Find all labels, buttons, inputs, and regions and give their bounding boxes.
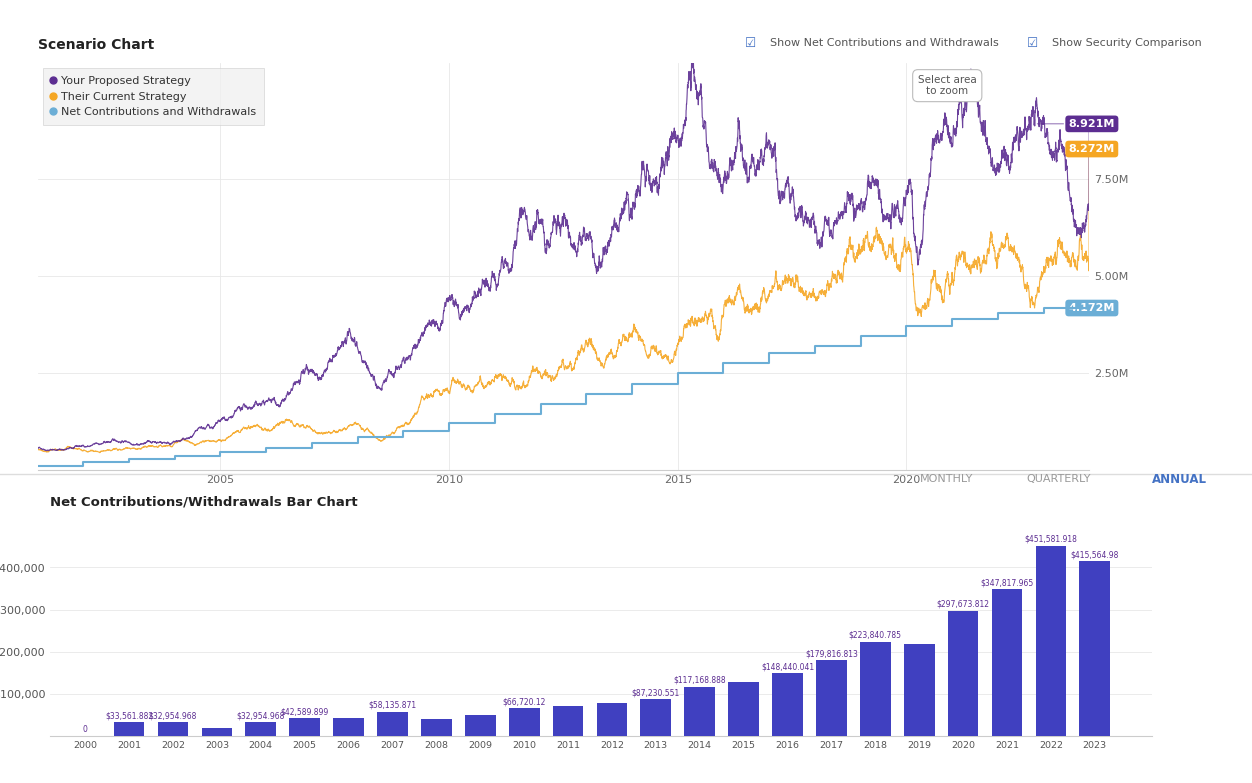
Bar <box>508 708 540 736</box>
Text: ANNUAL: ANNUAL <box>1152 473 1207 485</box>
Bar <box>289 718 321 736</box>
Bar <box>377 712 408 736</box>
Bar <box>860 641 890 736</box>
Bar <box>333 718 364 736</box>
Text: $32,954.968: $32,954.968 <box>237 712 285 720</box>
Text: Net Contributions/Withdrawals Bar Chart: Net Contributions/Withdrawals Bar Chart <box>50 496 358 509</box>
Text: 4.172M: 4.172M <box>1069 303 1116 313</box>
Text: $347,817.965: $347,817.965 <box>980 579 1034 588</box>
Bar <box>245 722 277 736</box>
Bar <box>904 644 934 736</box>
Bar <box>948 611 979 736</box>
Text: $58,135.871: $58,135.871 <box>368 701 417 710</box>
Text: $66,720.12: $66,720.12 <box>502 697 546 706</box>
Text: ☑: ☑ <box>1027 37 1038 49</box>
Bar <box>992 590 1023 736</box>
Text: Show Net Contributions and Withdrawals: Show Net Contributions and Withdrawals <box>770 38 999 48</box>
Text: $451,581.918: $451,581.918 <box>1024 535 1077 544</box>
Text: Select area
to zoom: Select area to zoom <box>918 75 977 96</box>
Bar <box>729 682 759 736</box>
Bar <box>158 722 188 736</box>
Text: $148,440.041: $148,440.041 <box>761 662 814 672</box>
Text: Show Security Comparison: Show Security Comparison <box>1052 38 1202 48</box>
Bar <box>552 705 583 736</box>
Text: $33,561.882: $33,561.882 <box>105 711 153 720</box>
Bar <box>421 719 452 736</box>
Bar <box>816 660 846 736</box>
Bar <box>202 728 232 736</box>
Bar <box>1035 546 1067 736</box>
Text: ☑: ☑ <box>745 37 756 49</box>
Bar <box>685 687 715 736</box>
Bar <box>641 699 671 736</box>
Text: $179,816.813: $179,816.813 <box>805 650 858 659</box>
Text: $32,954.968: $32,954.968 <box>149 712 197 720</box>
Text: 0: 0 <box>83 725 88 734</box>
Text: $42,589.899: $42,589.899 <box>280 707 329 716</box>
Text: 8.921M: 8.921M <box>1069 119 1116 129</box>
Bar <box>464 715 496 736</box>
Text: $117,168.888: $117,168.888 <box>674 676 726 685</box>
Text: $297,673.812: $297,673.812 <box>936 600 989 609</box>
Bar <box>772 673 803 736</box>
Text: $87,230.551: $87,230.551 <box>632 688 680 698</box>
Bar <box>1079 561 1111 736</box>
Text: $223,840.785: $223,840.785 <box>849 631 901 640</box>
Text: MONTHLY: MONTHLY <box>920 474 974 484</box>
Text: $415,564.98: $415,564.98 <box>1070 550 1119 559</box>
Bar <box>114 722 144 736</box>
Text: QUARTERLY: QUARTERLY <box>1027 474 1092 484</box>
Bar <box>596 703 627 736</box>
Text: Scenario Chart: Scenario Chart <box>38 38 154 52</box>
Legend: Your Proposed Strategy, Their Current Strategy, Net Contributions and Withdrawal: Your Proposed Strategy, Their Current St… <box>43 68 264 124</box>
Text: 8.272M: 8.272M <box>1069 144 1116 154</box>
